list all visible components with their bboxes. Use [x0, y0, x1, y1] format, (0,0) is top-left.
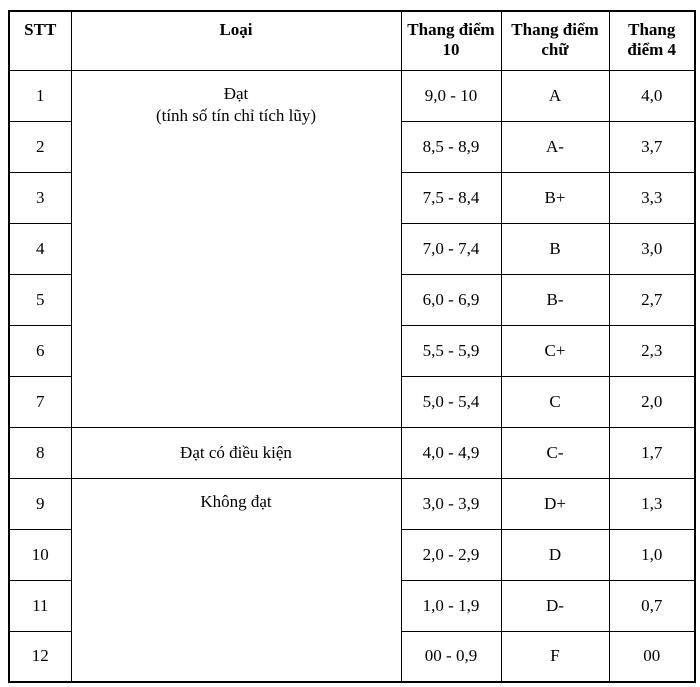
cell-letter: D [500, 528, 610, 581]
cell-category-dat-co-dieu-kien: Đạt có điều kiện [70, 426, 402, 479]
cell-stt: 2 [8, 120, 72, 173]
header-loai: Loại [70, 10, 402, 71]
cell-letter: B [500, 222, 610, 275]
cell-stt: 1 [8, 69, 72, 122]
cell-letter: D- [500, 579, 610, 632]
header-thang-diem-chu: Thang điểm chữ [500, 10, 610, 71]
cell-gpa: 1,0 [608, 528, 696, 581]
cell-gpa: 4,0 [608, 69, 696, 122]
cell-gpa: 2,0 [608, 375, 696, 428]
cell-gpa: 3,3 [608, 171, 696, 224]
table-row: 10 2,0 - 2,9 D 1,0 [8, 528, 696, 581]
cell-gpa: 1,7 [608, 426, 696, 479]
cell-stt: 7 [8, 375, 72, 428]
cell-letter: B+ [500, 171, 610, 224]
cell-range: 3,0 - 3,9 [400, 477, 502, 530]
table-row: 4 7,0 - 7,4 B 3,0 [8, 222, 696, 275]
cell-letter: C- [500, 426, 610, 479]
cell-letter: C [500, 375, 610, 428]
cell-category-dat: Đạt (tính số tín chỉ tích lũy) [70, 69, 402, 428]
cell-letter: D+ [500, 477, 610, 530]
header-stt: STT [8, 10, 72, 71]
cell-range: 7,0 - 7,4 [400, 222, 502, 275]
cell-stt: 8 [8, 426, 72, 479]
header-row: STT Loại Thang điểm 10 Thang điểm chữ Th… [8, 10, 696, 71]
cell-range: 8,5 - 8,9 [400, 120, 502, 173]
cell-gpa: 1,3 [608, 477, 696, 530]
grading-scale-table-container: STT Loại Thang điểm 10 Thang điểm chữ Th… [8, 10, 696, 683]
table-row: 11 1,0 - 1,9 D- 0,7 [8, 579, 696, 632]
cell-letter: B- [500, 273, 610, 326]
grading-scale-table: STT Loại Thang điểm 10 Thang điểm chữ Th… [8, 10, 696, 683]
cell-range: 2,0 - 2,9 [400, 528, 502, 581]
header-thang-diem-4: Thang điểm 4 [608, 10, 696, 71]
cell-gpa: 00 [608, 630, 696, 683]
cell-stt: 9 [8, 477, 72, 530]
cell-range: 4,0 - 4,9 [400, 426, 502, 479]
table-row: 12 00 - 0,9 F 00 [8, 630, 696, 683]
cell-range: 1,0 - 1,9 [400, 579, 502, 632]
table-row: 1 Đạt (tính số tín chỉ tích lũy) 9,0 - 1… [8, 69, 696, 428]
cell-letter: C+ [500, 324, 610, 377]
cell-letter: A [500, 69, 610, 122]
header-thang-diem-10: Thang điểm 10 [400, 10, 502, 71]
cell-range: 5,0 - 5,4 [400, 375, 502, 428]
cell-letter: F [500, 630, 610, 683]
cell-gpa: 2,7 [608, 273, 696, 326]
cell-stt: 5 [8, 273, 72, 326]
cell-range: 9,0 - 10 [400, 69, 502, 122]
cell-stt: 6 [8, 324, 72, 377]
category-line1: Đạt [223, 83, 249, 103]
table-row: 2 8,5 - 8,9 A- 3,7 [8, 120, 696, 173]
cell-gpa: 0,7 [608, 579, 696, 632]
cell-stt: 4 [8, 222, 72, 275]
cell-range: 7,5 - 8,4 [400, 171, 502, 224]
cell-category-khong-dat: Không đạt [70, 477, 402, 683]
cell-gpa: 3,0 [608, 222, 696, 275]
cell-range: 6,0 - 6,9 [400, 273, 502, 326]
cell-range: 00 - 0,9 [400, 630, 502, 683]
table-row: 8 Đạt có điều kiện 4,0 - 4,9 C- 1,7 [8, 426, 696, 479]
cell-stt: 12 [8, 630, 72, 683]
cell-stt: 11 [8, 579, 72, 632]
cell-gpa: 2,3 [608, 324, 696, 377]
table-row: 9 Không đạt 3,0 - 3,9 D+ 1,3 [8, 477, 696, 683]
cell-stt: 10 [8, 528, 72, 581]
table-row: 3 7,5 - 8,4 B+ 3,3 [8, 171, 696, 224]
cell-letter: A- [500, 120, 610, 173]
cell-gpa: 3,7 [608, 120, 696, 173]
cell-stt: 3 [8, 171, 72, 224]
category-line2: (tính số tín chỉ tích lũy) [155, 105, 317, 125]
cell-range: 5,5 - 5,9 [400, 324, 502, 377]
